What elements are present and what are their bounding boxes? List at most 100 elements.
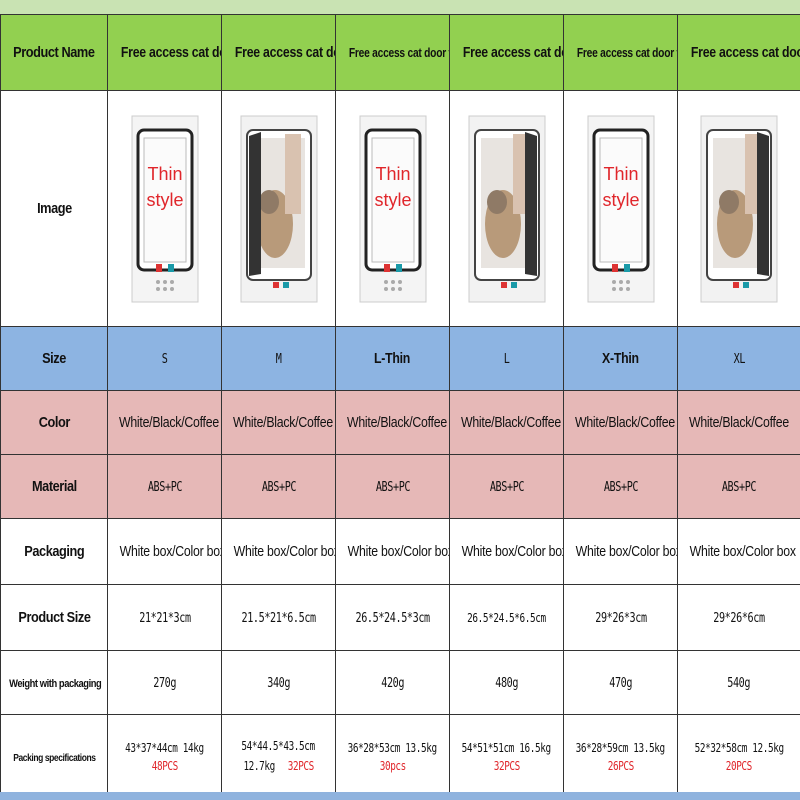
cell-color: White/Black/Coffee [563,390,678,455]
qty-value: 26PCS [607,758,634,773]
color-value: White/Black/Coffee [689,413,789,431]
row-packaging: Packaging White box/Color box White box/… [0,518,800,585]
label-cell: Weight with packaging [0,650,108,715]
weight-value: 270g [153,675,176,691]
label-cell: Color [0,390,108,455]
cell-material: ABS+PC [563,454,678,519]
color-value: White/Black/Coffee [460,413,561,431]
label-material: Material [31,477,77,495]
label-cell: Product Name [0,14,108,91]
cell-weight: 480g [449,650,564,715]
packaging-value: White box/Color box [347,542,450,560]
row-packing-spec: Packing specifications 43*37*44cm 14kg 4… [0,714,800,799]
weight-value: 420g [381,675,404,691]
spec-line: 54*51*51cm 16.5kg [461,740,552,755]
label-image: Image [36,199,72,217]
cell-image [677,90,800,327]
row-material: Material ABS+PC ABS+PC ABS+PC ABS+PC ABS… [0,454,800,519]
product-size-value: 21.5*21*6.5cm [241,610,316,626]
cell-name: Free access cat door thin [563,14,678,91]
cell-weight: 470g [563,650,678,715]
packaging-value: White box/Color box [689,542,796,560]
cell-image: Thin style [335,90,450,327]
thin-label-1: Thin [375,164,410,184]
packaging-value: White box/Color box [575,542,678,560]
cell-packaging: White box/Color box [563,518,678,585]
product-name: Free access cat door [462,43,563,61]
cell-packaging: White box/Color box [107,518,222,585]
top-strip [0,0,800,14]
material-value: ABS+PC [147,479,182,495]
thin-label-2: style [602,190,639,210]
spec-line: 36*28*59cm 13.5kg [575,740,666,755]
cell-name: Free access cat door thin [335,14,450,91]
cell-product-size: 29*26*6cm [677,584,800,651]
qty-value: 30pcs [379,758,406,773]
spec-line: 36*28*53cm 13.5kg [347,740,438,755]
material-value: ABS+PC [489,479,524,495]
cell-product-size: 21*21*3cm [107,584,222,651]
cell-image: Thin style [107,90,222,327]
row-product-name: Product Name Free access cat door Free a… [0,14,800,91]
size-value: X-Thin [602,349,639,367]
label-cell: Size [0,326,108,391]
weight-value: 340g [267,675,290,691]
cell-product-size: 21.5*21*6.5cm [221,584,336,651]
cell-color: White/Black/Coffee [221,390,336,455]
product-name: Free access cat door thin [576,45,677,60]
weight-value: 470g [609,675,632,691]
row-color: Color White/Black/Coffee White/Black/Cof… [0,390,800,455]
product-name: Free access cat door [120,43,221,61]
label-packing: Packing specifications [12,752,96,764]
material-value: ABS+PC [375,479,410,495]
packaging-value: White box/Color box [233,542,336,560]
cell-spec: 36*28*59cm 13.5kg 26PCS [563,714,678,799]
size-value: L-Thin [374,349,411,367]
cat-door-image [699,114,779,304]
bottom-strip [0,792,800,800]
cell-image: Thin style [563,90,678,327]
weight-value: 540g [727,675,751,691]
cell-size: L [449,326,564,391]
spec-line: 52*32*58cm 12.5kg [694,740,784,755]
thin-label-1: Thin [147,164,182,184]
label-size: Size [42,349,66,367]
cell-spec: 43*37*44cm 14kg 48PCS [107,714,222,799]
label-color: Color [38,413,70,431]
cell-material: ABS+PC [677,454,800,519]
spec-line: 54*44.5*43.5cm [241,738,316,753]
cell-name: Free access cat door [221,14,336,91]
cell-color: White/Black/Coffee [449,390,564,455]
cell-size: L-Thin [335,326,450,391]
material-value: ABS+PC [603,479,638,495]
cell-packaging: White box/Color box [449,518,564,585]
label-cell: Packing specifications [0,714,108,799]
label-product-size: Product Size [17,608,91,626]
label-cell: Product Size [0,584,108,651]
spec-table: Product Name Free access cat door Free a… [0,14,800,799]
cell-color: White/Black/Coffee [335,390,450,455]
cell-material: ABS+PC [449,454,564,519]
cell-size: M [221,326,336,391]
cat-door-image [239,114,319,304]
cell-packaging: White box/Color box [335,518,450,585]
qty-value: 32PCS [493,758,520,773]
thin-cat-door-image: Thin style [586,114,656,304]
product-size-value: 21*21*3cm [138,610,191,626]
color-value: White/Black/Coffee [346,413,447,431]
packaging-value: White box/Color box [461,542,564,560]
color-value: White/Black/Coffee [574,413,675,431]
product-name: Free access cat door thin [348,45,449,60]
size-value: M [275,351,282,367]
cell-name: Free access cat door [107,14,222,91]
product-size-value: 29*26*3cm [594,610,647,626]
product-size-value: 26.5*24.5*6.5cm [467,610,546,625]
label-cell: Material [0,454,108,519]
cell-spec: 52*32*58cm 12.5kg 20PCS [677,714,800,799]
cat-door-image [467,114,547,304]
cell-size: XL [677,326,800,391]
cell-packaging: White box/Color box [221,518,336,585]
label-cell: Packaging [0,518,108,585]
qty-value: 48PCS [151,758,178,773]
size-value: XL [733,351,745,367]
